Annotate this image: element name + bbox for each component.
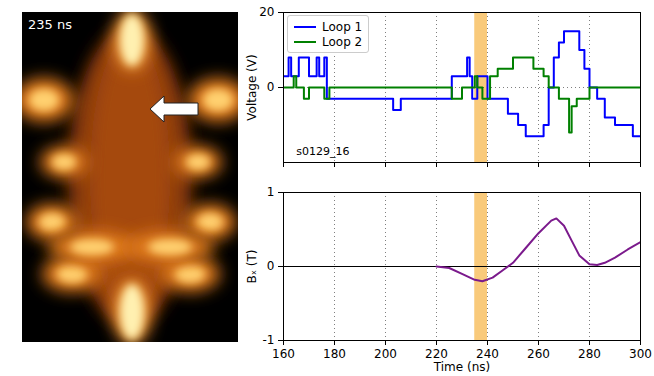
svg-text:280: 280 bbox=[578, 347, 601, 361]
html-text:Loop 1: Loop 1 bbox=[322, 19, 363, 34]
svg-text:235 ns: 235 ns bbox=[28, 17, 72, 32]
svg-text:200: 200 bbox=[374, 347, 397, 361]
svg-text:s0129_16: s0129_16 bbox=[296, 145, 349, 158]
svg-text:0: 0 bbox=[267, 80, 275, 94]
html-text:Loop 2: Loop 2 bbox=[322, 34, 363, 49]
svg-text:-1: -1 bbox=[263, 333, 275, 347]
svg-text:220: 220 bbox=[425, 347, 448, 361]
svg-text:Bₓ (T): Bₓ (T) bbox=[245, 249, 259, 283]
svg-text:240: 240 bbox=[476, 347, 499, 361]
svg-text:260: 260 bbox=[527, 347, 550, 361]
svg-text:Time (ns): Time (ns) bbox=[433, 360, 490, 374]
svg-text:160: 160 bbox=[272, 347, 295, 361]
svg-text:0: 0 bbox=[267, 259, 275, 273]
svg-text:180: 180 bbox=[323, 347, 346, 361]
svg-text:20: 20 bbox=[259, 5, 274, 19]
svg-text:Voltage (V): Voltage (V) bbox=[245, 54, 259, 120]
svg-text:300: 300 bbox=[629, 347, 652, 361]
svg-text:1: 1 bbox=[267, 185, 275, 199]
